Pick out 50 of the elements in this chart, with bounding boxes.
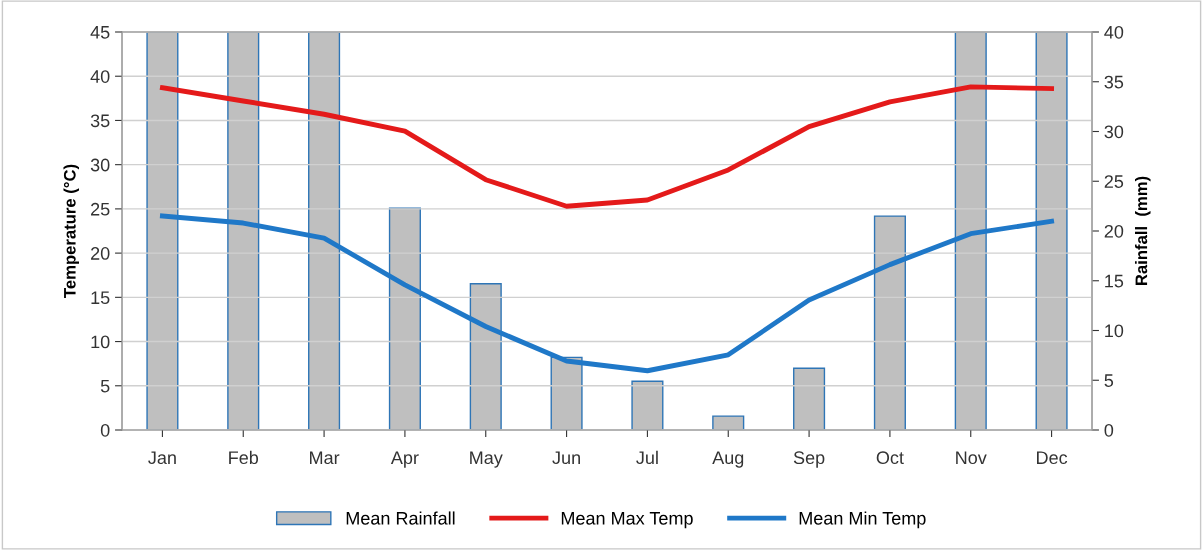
y-tick-label: 40: [90, 70, 110, 83]
y2-tick-label: 5: [1104, 374, 1114, 387]
x-tick-label: Oct: [876, 451, 904, 465]
y-tick-label: 45: [90, 26, 110, 39]
legend-label: Mean Min Temp: [799, 511, 926, 529]
y-axis-title: Temperature (°C): [63, 164, 79, 298]
bar: [388, 207, 421, 430]
x-tick-label: Apr: [390, 451, 419, 468]
y2-tick-label: 30: [1104, 125, 1124, 139]
bar: [1035, 32, 1068, 430]
bar: [550, 356, 583, 430]
x-tick-label: May: [470, 451, 503, 468]
legend-label: Mean Max Temp: [561, 512, 693, 529]
y-tick-label: 0: [100, 423, 110, 437]
y2-axis-title: Rainfall (mm): [1135, 176, 1151, 285]
x-tick-label: Feb: [229, 450, 259, 465]
y2-tick-label: 0: [1104, 423, 1114, 437]
y2-tick-label: 40: [1104, 25, 1124, 39]
legend-label: Mean Rainfall: [346, 511, 455, 525]
y-tick-label: 20: [91, 247, 110, 260]
y2-tick-label: 35: [1104, 75, 1124, 89]
y-tick-label: 30: [90, 158, 110, 172]
bar: [954, 32, 987, 430]
y2-tick-label: 15: [1105, 274, 1124, 288]
x-tick-label: Dec: [1037, 451, 1068, 465]
y-tick-label: 15: [91, 291, 110, 305]
line-series: [159, 84, 1055, 209]
x-tick-label: Jul: [636, 450, 658, 465]
y-tick-label: 35: [90, 114, 110, 128]
bar: [308, 32, 341, 430]
bar: [631, 380, 664, 430]
y2-tick-label: 25: [1104, 175, 1124, 188]
y-tick-label: 5: [100, 379, 110, 393]
line-series: [159, 213, 1055, 374]
y2-tick-label: 20: [1104, 224, 1124, 238]
bar: [227, 32, 260, 430]
bar: [146, 32, 179, 430]
x-tick-label: Sep: [793, 451, 825, 468]
x-tick-label: Nov: [956, 451, 987, 465]
y-tick-label: 10: [91, 335, 110, 349]
bar: [793, 367, 826, 430]
bar: [873, 215, 906, 430]
y2-tick-label: 10: [1105, 324, 1124, 338]
bar: [712, 415, 745, 430]
x-tick-label: Jan: [148, 451, 176, 465]
y-tick-label: 25: [91, 202, 110, 216]
x-tick-label: Mar: [310, 451, 340, 465]
bar: [469, 283, 502, 430]
x-tick-label: Jun: [552, 451, 580, 465]
x-tick-label: Aug: [712, 451, 744, 468]
